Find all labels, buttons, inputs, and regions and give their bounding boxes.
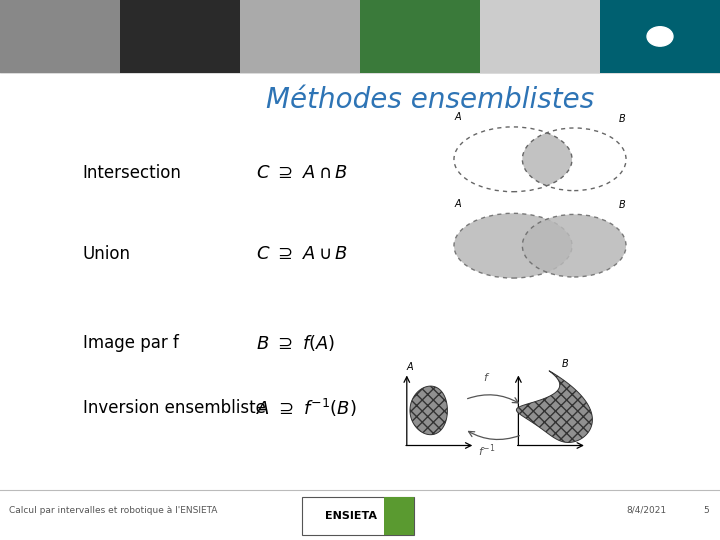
Ellipse shape xyxy=(454,213,572,278)
Polygon shape xyxy=(410,386,447,435)
Text: B: B xyxy=(562,359,569,369)
Text: $C\ \supseteq\ A \cap B$: $C\ \supseteq\ A \cap B$ xyxy=(256,164,348,182)
Text: Intersection: Intersection xyxy=(83,164,181,182)
Text: $B\ \supseteq\ f(A)$: $B\ \supseteq\ f(A)$ xyxy=(256,333,335,353)
Text: A: A xyxy=(454,112,461,123)
Bar xyxy=(384,497,414,535)
Text: B: B xyxy=(619,113,626,124)
Text: Calcul par intervalles et robotique à l'ENSIETA: Calcul par intervalles et robotique à l'… xyxy=(9,506,217,515)
Ellipse shape xyxy=(523,214,626,277)
Text: 5: 5 xyxy=(703,506,709,515)
Text: $f^{-1}$: $f^{-1}$ xyxy=(478,442,495,458)
Text: ENSIETA: ENSIETA xyxy=(325,511,377,521)
Text: Inversion ensembliste: Inversion ensembliste xyxy=(83,399,266,417)
Text: $A\ \supseteq\ f^{-1}(B)$: $A\ \supseteq\ f^{-1}(B)$ xyxy=(256,397,356,418)
Bar xyxy=(120,0,240,73)
Bar xyxy=(302,497,414,535)
Text: $C\ \supseteq\ A \cup B$: $C\ \supseteq\ A \cup B$ xyxy=(256,245,348,263)
Text: Image par f: Image par f xyxy=(83,334,179,352)
Bar xyxy=(0,0,120,73)
Bar xyxy=(600,0,720,73)
Text: Méthodes ensemblistes: Méthodes ensemblistes xyxy=(266,86,595,114)
Text: A: A xyxy=(454,199,461,209)
Text: $f$: $f$ xyxy=(483,370,490,383)
Text: B: B xyxy=(619,200,626,210)
Bar xyxy=(480,0,600,73)
Text: 8/4/2021: 8/4/2021 xyxy=(626,506,667,515)
Text: A: A xyxy=(406,362,413,372)
Polygon shape xyxy=(523,133,572,186)
Bar xyxy=(240,0,360,73)
Polygon shape xyxy=(516,371,593,442)
Text: Union: Union xyxy=(83,245,131,263)
Bar xyxy=(360,0,480,73)
Circle shape xyxy=(647,26,673,46)
